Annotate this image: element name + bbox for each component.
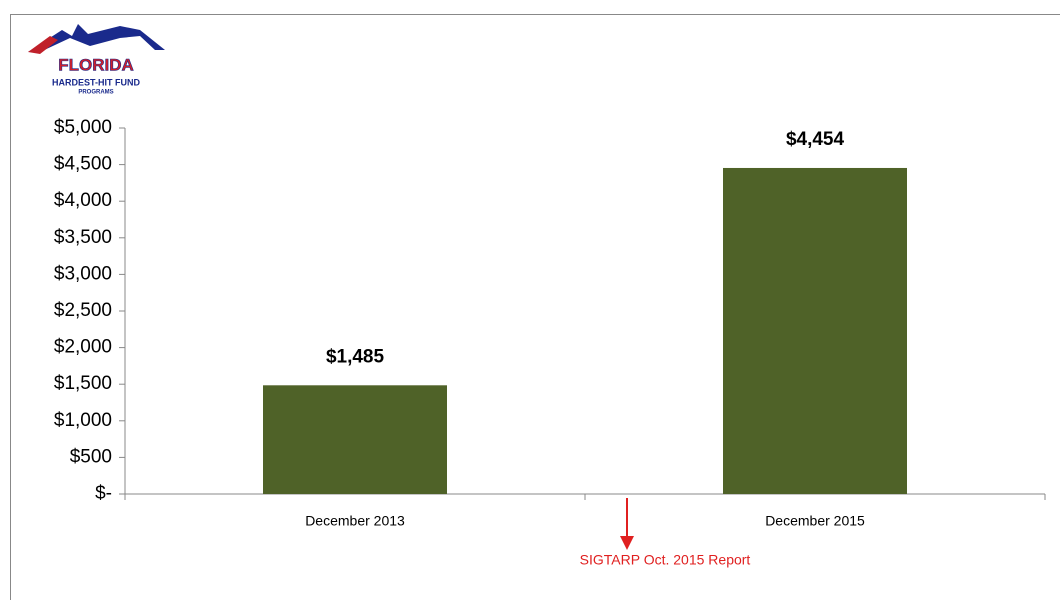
y-tick-label: $2,500 bbox=[54, 300, 112, 321]
y-tick-label: $1,500 bbox=[54, 373, 112, 394]
y-tick-label: $2,000 bbox=[54, 337, 112, 358]
bar bbox=[263, 385, 447, 494]
logo-line: PROGRAMS bbox=[78, 90, 113, 96]
y-tick-label: $1,000 bbox=[54, 410, 112, 431]
y-tick-label: $4,000 bbox=[54, 190, 112, 211]
value-label: $4,454 bbox=[786, 129, 845, 150]
y-tick-label: $4,500 bbox=[54, 154, 112, 175]
y-tick-label: $500 bbox=[70, 446, 112, 467]
bar bbox=[723, 168, 907, 494]
y-tick-label: $- bbox=[95, 483, 112, 504]
y-tick-label: $3,500 bbox=[54, 227, 112, 248]
logo-line: HARDEST-HIT FUND bbox=[52, 77, 140, 87]
logo-name: FLORIDA bbox=[58, 55, 134, 74]
x-tick-label: December 2015 bbox=[765, 513, 865, 529]
value-label: $1,485 bbox=[326, 346, 385, 367]
x-tick-label: December 2013 bbox=[305, 513, 405, 529]
annotation: SIGTARP Oct. 2015 Report bbox=[580, 552, 751, 568]
y-tick-label: $3,000 bbox=[54, 263, 112, 284]
y-tick-label: $5,000 bbox=[54, 117, 112, 138]
